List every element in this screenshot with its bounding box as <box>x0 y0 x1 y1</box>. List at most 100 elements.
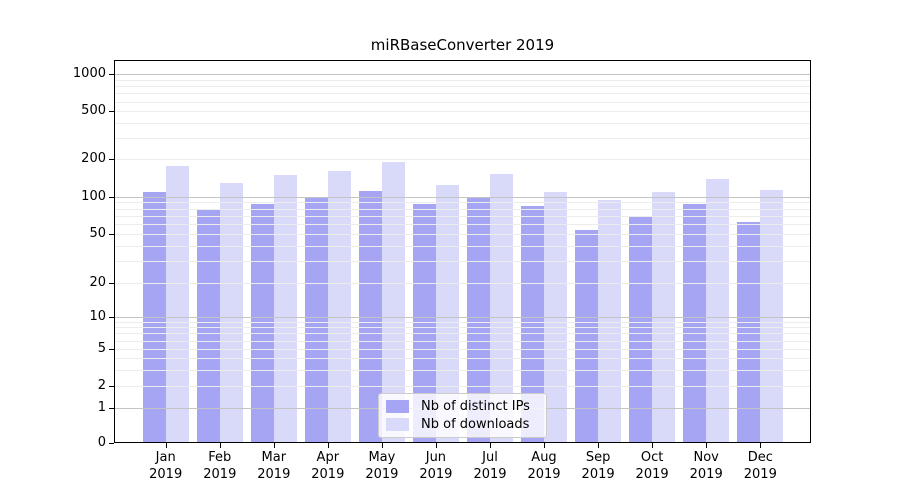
minor-gridline <box>115 137 810 139</box>
y-tick-label: 200 <box>81 151 106 166</box>
x-tick-label: May 2019 <box>350 449 414 483</box>
x-tick-mark <box>490 443 491 449</box>
x-tick-mark <box>165 443 167 449</box>
y-tick-label: 0 <box>97 435 106 451</box>
y-tick-label: 5 <box>97 341 106 356</box>
bar-downloads <box>273 174 297 444</box>
x-tick-mark <box>760 443 762 449</box>
bar-distinct-ips <box>304 196 328 444</box>
y-tick-label: 100 <box>81 188 106 204</box>
x-tick-year: 2019 <box>149 467 183 482</box>
x-tick-year: 2019 <box>581 467 615 482</box>
bar-distinct-ips <box>737 222 761 444</box>
chart-title: miRBaseConverter 2019 <box>370 36 555 54</box>
x-tick-mark <box>327 443 329 449</box>
x-tick-year: 2019 <box>635 467 669 482</box>
bar-distinct-ips <box>196 208 220 444</box>
x-tick-label: Oct 2019 <box>620 449 684 483</box>
x-tick-month: Feb <box>208 450 232 465</box>
x-tick-mark <box>652 443 654 449</box>
y-tick-mark <box>109 443 114 445</box>
x-tick-month: Oct <box>640 450 664 465</box>
y-tick-mark <box>109 234 114 235</box>
legend-item: Nb of downloads <box>386 417 540 432</box>
bar-distinct-ips <box>683 204 707 444</box>
x-tick-month: Jul <box>482 450 498 465</box>
minor-gridline <box>115 101 810 103</box>
legend-item: Nb of distinct IPs <box>386 399 540 414</box>
minor-gridline <box>115 93 810 95</box>
x-tick-mark <box>273 443 275 449</box>
y-tick-mark <box>109 349 114 350</box>
bar-distinct-ips <box>142 191 166 444</box>
y-tick-mark <box>109 408 114 410</box>
y-tick-mark <box>109 386 114 387</box>
x-tick-label: Jun 2019 <box>404 449 468 483</box>
minor-gridline <box>115 159 810 160</box>
bar-distinct-ips <box>412 204 436 444</box>
y-tick-label: 2 <box>97 378 106 393</box>
x-tick-mark <box>219 443 221 449</box>
x-tick-month: Nov <box>693 450 719 465</box>
minor-gridline <box>115 79 810 81</box>
x-tick-mark <box>544 443 545 449</box>
x-tick-label: Dec 2019 <box>728 449 792 483</box>
legend: Nb of distinct IPs Nb of downloads <box>378 393 547 438</box>
x-tick-year: 2019 <box>203 467 237 482</box>
bar-downloads <box>435 184 459 444</box>
x-tick-year: 2019 <box>689 467 723 482</box>
x-tick-label: Sep 2019 <box>566 449 630 483</box>
x-tick-year: 2019 <box>743 467 777 482</box>
y-tick-label: 1000 <box>72 66 106 81</box>
legend-swatch-icon <box>386 418 409 431</box>
x-tick-label: Feb 2019 <box>188 449 252 483</box>
x-tick-mark <box>706 443 708 449</box>
legend-label: Nb of distinct IPs <box>421 399 530 414</box>
bar-distinct-ips <box>467 196 490 444</box>
x-tick-month: Mar <box>261 450 287 465</box>
x-tick-month: Aug <box>531 450 557 465</box>
x-tick-month: Dec <box>747 450 773 465</box>
y-tick-label: 1 <box>97 400 106 416</box>
bar-downloads <box>598 199 622 444</box>
x-tick-year: 2019 <box>527 467 561 482</box>
minor-gridline <box>115 122 810 124</box>
x-tick-month: Jun <box>425 450 447 465</box>
bar-downloads <box>327 171 351 444</box>
bar-distinct-ips <box>250 203 274 444</box>
bar-downloads <box>760 189 784 444</box>
x-tick-year: 2019 <box>311 467 345 482</box>
y-tick-mark <box>109 282 114 284</box>
bar-downloads <box>652 191 676 444</box>
bar-distinct-ips <box>521 205 544 444</box>
x-tick-month: Sep <box>585 450 611 465</box>
bar-downloads <box>381 161 405 444</box>
y-tick-label: 500 <box>81 103 106 119</box>
x-tick-year: 2019 <box>419 467 453 482</box>
y-tick-label: 50 <box>89 226 106 241</box>
major-gridline <box>115 74 810 75</box>
x-tick-label: Jan 2019 <box>134 449 198 483</box>
bar-downloads <box>706 179 730 444</box>
bar-downloads <box>490 173 513 444</box>
bar-distinct-ips <box>575 229 599 444</box>
bar-downloads <box>165 166 189 444</box>
x-tick-mark <box>435 443 437 449</box>
x-tick-year: 2019 <box>365 467 399 482</box>
y-tick-label: 10 <box>89 308 106 324</box>
x-tick-label: Jul 2019 <box>458 449 522 483</box>
y-tick-mark <box>109 111 114 113</box>
x-tick-mark <box>381 443 383 449</box>
legend-label: Nb of downloads <box>421 417 530 432</box>
x-tick-year: 2019 <box>257 467 291 482</box>
y-tick-mark <box>109 159 114 160</box>
x-tick-month: Apr <box>316 450 340 465</box>
y-tick-mark <box>109 74 114 75</box>
x-tick-label: Nov 2019 <box>674 449 738 483</box>
minor-gridline <box>115 86 810 87</box>
bar-distinct-ips <box>629 215 653 444</box>
x-tick-label: Aug 2019 <box>512 449 576 483</box>
y-tick-label: 20 <box>89 274 106 290</box>
x-tick-label: Mar 2019 <box>242 449 306 483</box>
minor-gridline <box>115 111 810 113</box>
